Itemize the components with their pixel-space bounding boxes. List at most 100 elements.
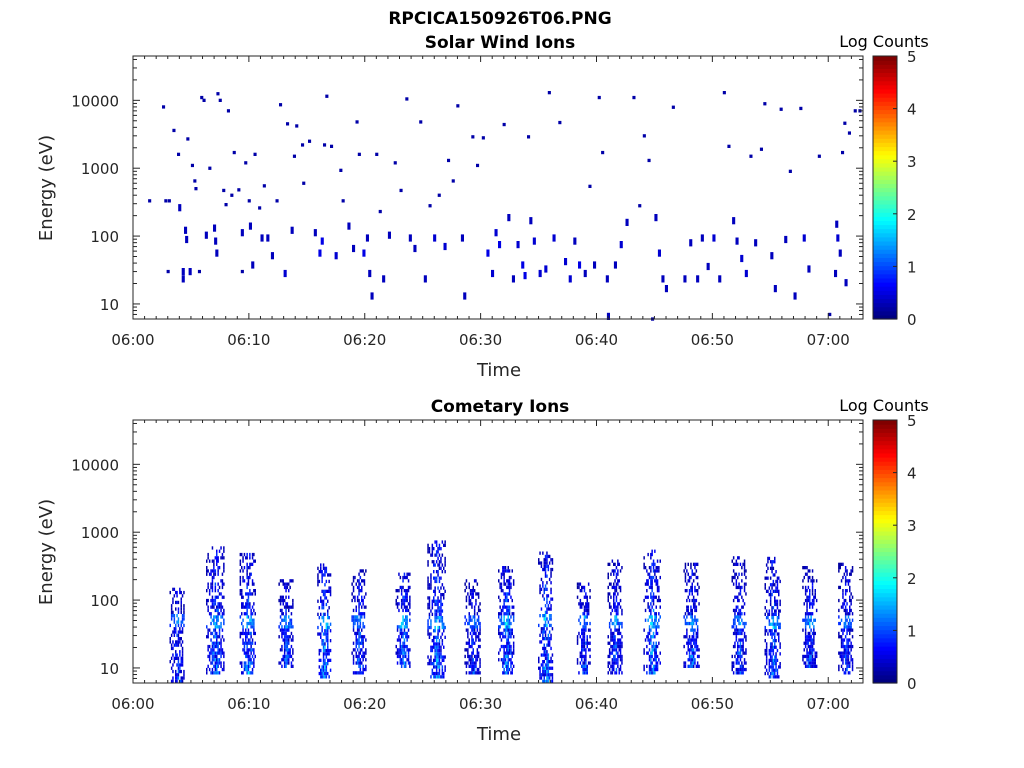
burst-cell <box>434 612 436 616</box>
burst-cell <box>659 598 661 603</box>
burst-cell <box>844 671 847 675</box>
burst-cell <box>352 595 355 599</box>
burst-cell <box>768 629 771 633</box>
burst-cell <box>806 638 808 642</box>
burst-cell <box>651 552 653 557</box>
burst-cell <box>546 669 548 674</box>
burst-cell <box>842 651 844 655</box>
burst-cell <box>579 621 582 626</box>
burst-cell <box>362 671 364 675</box>
burst-cell <box>409 648 411 652</box>
burst-cell <box>838 608 840 613</box>
burst-cell <box>806 566 808 570</box>
burst-cell <box>179 630 181 634</box>
burst-cell <box>214 658 217 662</box>
burst-cell <box>286 602 289 606</box>
burst-cell <box>617 559 619 563</box>
burst-cell <box>807 658 810 662</box>
burst-cell <box>654 667 656 672</box>
burst-15 <box>731 556 747 675</box>
burst-cell <box>254 589 256 593</box>
burst-cell <box>217 615 219 619</box>
burst-cell <box>362 579 364 583</box>
burst-cell <box>318 606 321 610</box>
data-cell-108 <box>544 265 548 273</box>
burst-cell <box>688 589 691 593</box>
burst-cell <box>434 645 436 649</box>
colorbar-step <box>873 265 897 271</box>
burst-cell <box>838 631 840 636</box>
burst-cell <box>477 635 480 639</box>
burst-cell <box>843 572 846 576</box>
burst-cell <box>435 648 438 653</box>
burst-cell <box>243 661 246 665</box>
burst-cell <box>476 654 479 659</box>
burst-cell <box>776 599 779 603</box>
burst-cell <box>176 653 178 657</box>
burst-cell <box>362 621 364 626</box>
burst-cell <box>465 595 468 599</box>
burst-cell <box>440 576 442 580</box>
burst-cell <box>849 572 851 576</box>
burst-cell <box>547 633 550 637</box>
burst-cell <box>838 635 840 639</box>
colorbar-step <box>873 212 897 217</box>
burst-cell <box>253 658 255 662</box>
colorbar-step <box>873 469 897 475</box>
burst-cell <box>473 671 476 675</box>
burst-cell <box>206 625 208 629</box>
burst-cell <box>214 644 217 649</box>
burst-cell <box>467 641 469 645</box>
burst-cell <box>586 612 588 616</box>
burst-cell <box>694 644 696 649</box>
burst-cell <box>328 675 330 679</box>
burst-cell <box>644 608 647 613</box>
data-cell-63 <box>347 222 351 230</box>
burst-cell <box>814 664 816 668</box>
burst-cell <box>464 648 466 652</box>
burst-cell <box>807 635 810 639</box>
burst-cell <box>213 615 215 619</box>
burst-cell <box>175 676 177 680</box>
burst-cell <box>585 664 587 668</box>
burst-cell <box>352 671 355 675</box>
burst-cell <box>619 589 622 593</box>
burst-cell <box>221 648 224 652</box>
burst-cell <box>324 662 326 666</box>
burst-cell <box>778 612 780 616</box>
burst-cell <box>325 566 328 570</box>
burst-cell <box>180 637 182 641</box>
burst-cell <box>737 631 739 636</box>
burst-cell <box>772 668 775 672</box>
burst-cell <box>211 661 214 665</box>
burst-cell <box>776 616 779 620</box>
burst-cell <box>441 553 444 557</box>
burst-cell <box>734 572 736 576</box>
burst-cell <box>441 616 444 620</box>
data-cell-132 <box>657 249 661 257</box>
burst-cell <box>778 576 780 580</box>
burst-cell <box>650 569 652 573</box>
burst-cell <box>690 648 692 652</box>
burst-cell <box>400 602 403 606</box>
burst-cell <box>581 664 583 668</box>
burst-cell <box>692 595 695 599</box>
burst-cell <box>406 598 408 603</box>
data-cell-7 <box>181 268 185 276</box>
burst-cell <box>811 648 814 652</box>
colorbar-step <box>873 646 897 651</box>
burst-cell <box>402 615 404 619</box>
burst-0 <box>169 587 185 683</box>
burst-cell <box>405 618 407 622</box>
burst-cell <box>320 599 322 603</box>
burst-cell <box>811 592 814 596</box>
burst-cell <box>325 668 328 672</box>
burst-cell <box>851 595 854 599</box>
burst-cell <box>652 598 655 603</box>
burst-cell <box>771 635 773 639</box>
burst-cell <box>468 671 470 675</box>
burst-cell <box>246 664 248 668</box>
burst-cell <box>843 621 846 626</box>
burst-cell <box>767 632 769 636</box>
burst-cell <box>175 679 177 683</box>
